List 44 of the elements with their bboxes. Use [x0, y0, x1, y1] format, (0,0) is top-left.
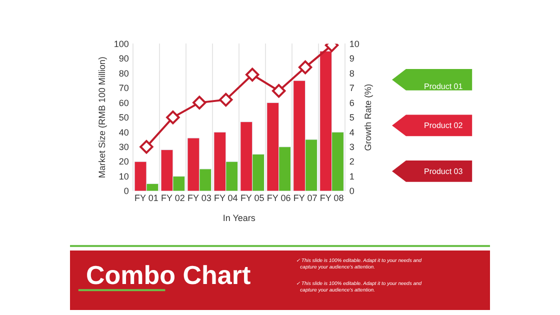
x-tick-label: FY 06 [266, 193, 291, 204]
y2-tick-label: 8 [349, 68, 354, 78]
y2-tick-label: 9 [349, 54, 354, 64]
x-tick-label: FY 08 [320, 193, 344, 204]
text: Product 03 [424, 167, 464, 176]
text: Product 02 [424, 121, 464, 130]
y2-tick-label: 1 [349, 171, 354, 182]
y-tick-label: 100 [114, 38, 129, 49]
x-tick-label: FY 03 [187, 193, 212, 204]
point [166, 110, 180, 124]
y-tick-label: 10 [118, 171, 129, 182]
point [272, 84, 286, 98]
text: Product 01 [424, 82, 464, 91]
x-tick-label: FY 07 [293, 193, 318, 204]
y-tick-label: 60 [118, 98, 129, 108]
y2-tick-label: 5 [349, 112, 354, 123]
x-axis-title: In Years [222, 212, 256, 223]
x-tick-label: FY 02 [161, 193, 185, 204]
x-tick-label: FY 01 [134, 193, 158, 204]
y-tick-label: 30 [118, 142, 129, 152]
y-tick-label: 50 [118, 112, 129, 123]
y2-tick-label: 4 [349, 127, 354, 138]
y2-tick-label: 10 [349, 38, 360, 49]
y2-tick-label: 2 [349, 156, 354, 167]
point [140, 140, 154, 154]
y2-tick-label: 3 [349, 142, 354, 152]
y-tick-label: 0 [124, 186, 129, 196]
y-tick-label: 90 [118, 54, 129, 64]
point [246, 68, 260, 82]
x-tick-label: FY 04 [214, 193, 238, 204]
y2-axis-title: Growth Rate (%) [363, 84, 374, 151]
y-axis-title: Market Size (RMB 100 Million) [97, 56, 108, 178]
y-tick-label: 20 [118, 156, 129, 167]
y2-tick-label: 0 [349, 186, 354, 196]
y-tick-label: 40 [118, 127, 129, 138]
y2-tick-label: 7 [349, 83, 354, 94]
text: Combo Chart [86, 260, 251, 290]
x-tick-label: FY 05 [240, 193, 264, 204]
point [298, 60, 312, 74]
point [192, 96, 206, 110]
y-tick-label: 70 [118, 83, 129, 94]
point [219, 92, 233, 107]
y2-tick-label: 6 [349, 98, 354, 108]
y-tick-label: 80 [118, 68, 129, 78]
